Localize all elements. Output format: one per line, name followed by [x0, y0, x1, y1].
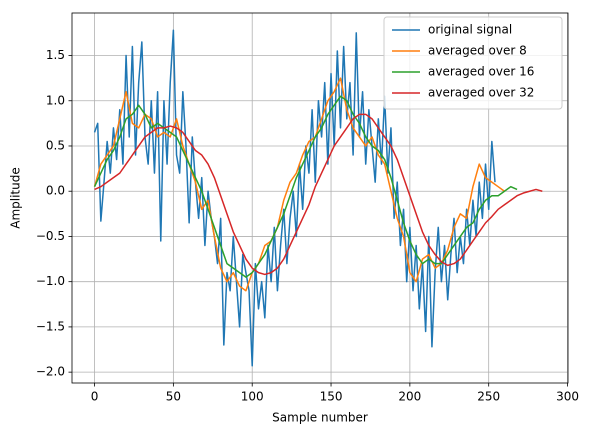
x-tick-label: 200 — [398, 390, 421, 404]
legend-label: averaged over 32 — [428, 86, 534, 100]
legend-label: averaged over 8 — [428, 44, 527, 58]
y-tick-label: 0.0 — [46, 184, 65, 198]
data-line — [94, 113, 543, 276]
legend-label: original signal — [428, 23, 512, 37]
x-tick-label: 0 — [91, 390, 99, 404]
y-tick-label: 0.5 — [46, 138, 65, 152]
data-line — [93, 29, 496, 367]
legend-box — [383, 16, 563, 110]
y-tick-label: 1.0 — [46, 93, 65, 107]
x-axis-label: Sample number — [272, 411, 368, 425]
plot-frame — [71, 12, 569, 384]
x-tick-label: 300 — [556, 390, 579, 404]
y-tick-label: −1.5 — [36, 319, 65, 333]
y-tick-label: −2.0 — [36, 365, 65, 379]
y-tick-label: 1.5 — [46, 48, 65, 62]
x-tick-label: 250 — [477, 390, 500, 404]
legend-label: averaged over 16 — [428, 65, 534, 79]
y-axis-label: Amplitude — [9, 167, 23, 229]
y-tick-label: −1.0 — [36, 274, 65, 288]
y-tick-label: −0.5 — [36, 229, 65, 243]
data-line — [93, 77, 505, 292]
data-line — [93, 95, 518, 278]
x-tick-label: 100 — [241, 390, 264, 404]
legend: original signal averaged over 8 averaged o… — [383, 16, 563, 110]
x-tick-label: 50 — [166, 390, 181, 404]
x-tick-label: 150 — [320, 390, 343, 404]
